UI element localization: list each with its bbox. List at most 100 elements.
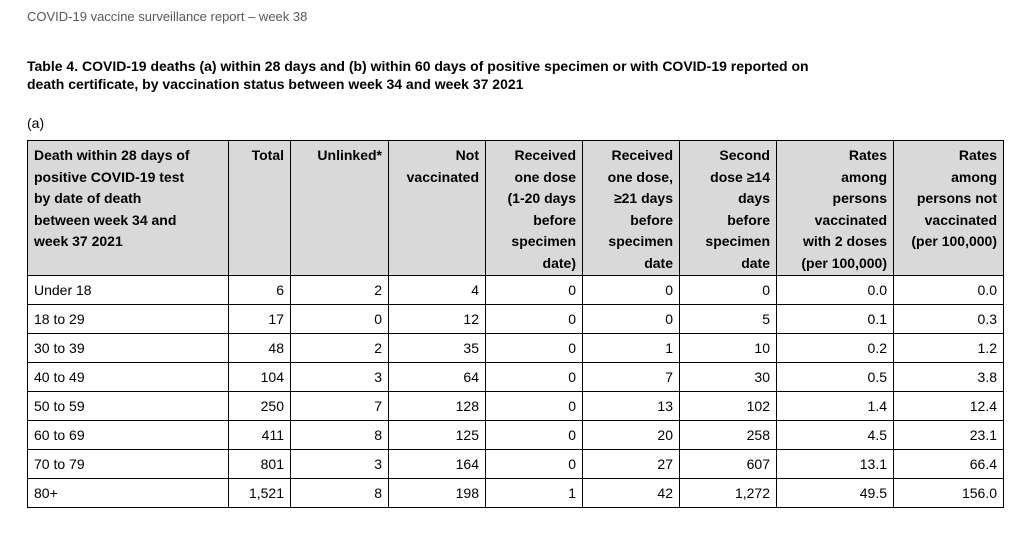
header-line: Rates	[958, 147, 997, 163]
column-header: Rates among persons not vaccinated (per 100,…	[893, 140, 1004, 276]
header-line: Not	[455, 147, 479, 163]
table-cell: 42	[582, 477, 680, 508]
table-cell: 0	[485, 361, 583, 392]
header-line: vaccinated	[924, 211, 997, 228]
row-label: 70 to 79	[27, 448, 229, 479]
table-row: 50 to 59 250 7 128 0 13 102 1.4 12.4	[27, 390, 1004, 421]
table-cell: 12	[388, 303, 486, 334]
table-cell: 12.4	[893, 390, 1004, 421]
header-line: days	[738, 190, 770, 207]
table-cell: 198	[388, 477, 486, 508]
table-cell: 0	[290, 303, 389, 334]
header-line: Death within 28 days of	[34, 147, 190, 163]
header-line: persons	[832, 190, 887, 207]
header-line: before	[727, 211, 770, 228]
table-cell: 48	[228, 332, 291, 363]
table-cell: 27	[582, 448, 680, 479]
table-row: 60 to 69 411 8 125 0 20 258 4.5 23.1	[27, 419, 1004, 450]
table-cell: 13.1	[776, 448, 894, 479]
table-cell: 7	[582, 361, 680, 392]
header-line: date	[741, 254, 770, 271]
column-header: Unlinked*	[290, 140, 389, 276]
column-header: Second dose ≥14 days before specimen date	[679, 140, 777, 276]
table-cell: 5	[679, 303, 777, 334]
table-cell: 0	[485, 303, 583, 334]
table-cell: 8	[290, 419, 389, 450]
title-line: death certificate, by vaccination status…	[27, 76, 524, 92]
table-cell: 3	[290, 361, 389, 392]
table-title: Table 4. COVID-19 deaths (a) within 28 d…	[27, 57, 809, 93]
table-cell: 125	[388, 419, 486, 450]
header-line: date	[644, 254, 673, 271]
table-cell: 0	[582, 274, 680, 305]
header-line: specimen	[511, 233, 576, 250]
header-line: positive COVID-19 test	[34, 168, 185, 185]
header-line: (per 100,000)	[911, 233, 997, 250]
table-row: Under 18 6 2 4 0 0 0 0.0 0.0	[27, 274, 1004, 305]
header-line: before	[630, 211, 673, 228]
table-cell: 0	[485, 274, 583, 305]
table-cell: 7	[290, 390, 389, 421]
row-label: 50 to 59	[27, 390, 229, 421]
column-header: Total	[228, 140, 291, 276]
header-line: Received	[611, 147, 673, 163]
table-cell: 20	[582, 419, 680, 450]
table-cell: 0	[485, 390, 583, 421]
table-cell: 64	[388, 361, 486, 392]
table-cell: 10	[679, 332, 777, 363]
table-cell: 801	[228, 448, 291, 479]
table-cell: 102	[679, 390, 777, 421]
column-header: Not vaccinated	[388, 140, 486, 276]
header-line: specimen	[705, 233, 770, 250]
table-cell: 2	[290, 332, 389, 363]
table-cell: 30	[679, 361, 777, 392]
table-cell: 0.2	[776, 332, 894, 363]
table-cell: 0.1	[776, 303, 894, 334]
table-cell: 35	[388, 332, 486, 363]
table-row: 30 to 39 48 2 35 0 1 10 0.2 1.2	[27, 332, 1004, 363]
table-cell: 6	[228, 274, 291, 305]
table-cell: 0	[582, 303, 680, 334]
table-cell: 0.3	[893, 303, 1004, 334]
header-line: ≥21 days	[613, 190, 673, 207]
table-cell: 2	[290, 274, 389, 305]
table-cell: 1	[582, 332, 680, 363]
table-cell: 66.4	[893, 448, 1004, 479]
header-line: specimen	[608, 233, 673, 250]
header-line: one dose,	[607, 168, 673, 185]
table-cell: 1,521	[228, 477, 291, 508]
header-line: Unlinked*	[317, 147, 382, 163]
table-cell: 128	[388, 390, 486, 421]
table-cell: 23.1	[893, 419, 1004, 450]
column-header: Rates among persons vaccinated with 2 doses (…	[776, 140, 894, 276]
header-line: before	[533, 211, 576, 228]
header-line: Received	[514, 147, 576, 163]
table-cell: 13	[582, 390, 680, 421]
row-label: 18 to 29	[27, 303, 229, 334]
table-row: 70 to 79 801 3 164 0 27 607 13.1 66.4	[27, 448, 1004, 479]
table-cell: 1	[485, 477, 583, 508]
row-label: Under 18	[27, 274, 229, 305]
table-cell: 4.5	[776, 419, 894, 450]
header-line: one dose	[514, 168, 576, 185]
header-line: vaccinated	[814, 211, 887, 228]
table-cell: 0.0	[776, 274, 894, 305]
header-row: Death within 28 days of positive COVID-19…	[27, 140, 1004, 276]
table-cell: 0.5	[776, 361, 894, 392]
row-label: 80+	[27, 477, 229, 508]
header-line: between week 34 and	[34, 211, 177, 228]
header-line: among	[951, 168, 997, 185]
table-cell: 0.0	[893, 274, 1004, 305]
table-cell: 1.2	[893, 332, 1004, 363]
table-cell: 1,272	[679, 477, 777, 508]
header-line: by date of death	[34, 190, 142, 207]
table-cell: 17	[228, 303, 291, 334]
header-line: (per 100,000)	[801, 254, 887, 271]
row-label: 60 to 69	[27, 419, 229, 450]
header-line: Total	[251, 147, 284, 163]
table-row: 80+ 1,521 8 198 1 42 1,272 49.5 156.0	[27, 477, 1004, 508]
table-cell: 607	[679, 448, 777, 479]
header-line: Rates	[848, 147, 887, 163]
table-row: 18 to 29 17 0 12 0 0 5 0.1 0.3	[27, 303, 1004, 334]
